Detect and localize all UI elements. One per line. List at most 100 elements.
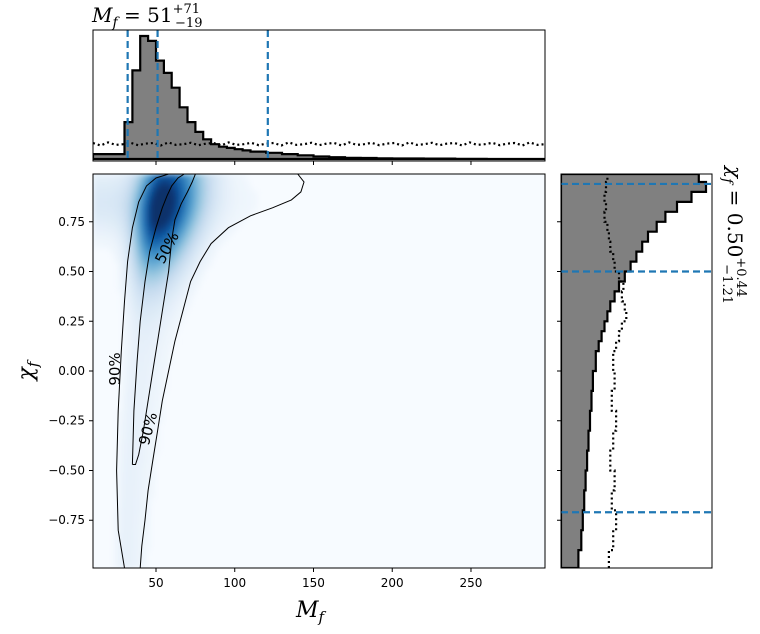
density-cell [199,261,205,267]
density-cell [150,222,156,228]
density-cell [150,419,156,425]
density-cell [179,217,184,223]
density-cell [232,182,238,188]
density-cell [117,279,123,285]
density-cell [105,239,111,245]
density-cell [146,270,152,276]
density-cell [203,191,209,197]
density-cell [121,327,127,333]
density-cell [240,191,246,197]
density-cell [232,226,238,232]
density-cell [150,204,156,210]
density-cell [162,335,168,341]
density-cell [129,349,135,355]
density-cell [150,230,156,236]
density-cell [232,217,238,223]
density-cell [93,230,98,236]
density-cell [121,550,127,556]
density-cell [125,388,131,394]
density-cell [171,305,176,311]
density-cell [154,244,160,250]
density-cell [187,222,193,228]
density-cell [171,257,176,263]
density-cell [236,178,242,184]
density-cell [146,511,152,517]
density-cell [134,541,139,547]
density-cell [195,239,201,245]
density-cell [121,248,127,254]
density-cell [134,335,139,341]
density-cell [166,239,172,245]
density-cell [138,406,143,411]
density-cell [216,235,221,241]
density-cell [171,213,176,219]
density-cell [150,261,156,267]
density-cell [183,217,189,223]
density-cell [109,182,115,188]
density-cell [121,384,127,390]
density-cell [179,244,184,250]
density-cell [199,174,205,179]
density-cell [228,195,234,201]
density-cell [199,187,205,193]
density-cell [101,178,106,184]
density-cell [162,357,168,363]
density-cell [138,178,143,184]
density-cell [154,174,160,179]
density-cell [134,432,139,438]
density-cell [121,515,127,521]
density-cell [142,235,148,241]
density-cell [158,340,164,346]
density-cell [154,349,160,355]
density-cell [142,257,148,263]
density-cell [158,257,164,263]
density-cell [142,340,148,346]
density-cell [208,257,213,263]
density-cell [134,410,139,416]
density-cell [220,200,226,206]
density-cell [117,541,123,547]
density-cell [199,230,205,236]
density-cell [191,279,197,285]
density-cell [191,195,197,201]
density-cell [154,366,160,372]
density-cell [117,423,123,429]
density-cell [146,414,152,420]
density-cell [146,423,152,429]
density-cell [158,300,164,306]
density-cell [171,279,176,285]
density-cell [171,292,176,298]
density-cell [129,384,135,390]
density-cell [187,187,193,193]
density-cell [121,480,127,486]
density-cell [121,541,127,547]
density-cell [166,270,172,276]
density-cell [199,222,205,228]
density-cell [125,174,131,179]
density-cell [154,401,160,407]
density-cell [175,204,180,210]
density-cell [150,449,156,455]
density-cell [154,279,160,285]
density-cell [101,235,106,241]
density-cell [101,204,106,210]
density-cell [154,274,160,280]
density-cell [125,204,131,210]
density-cell [129,287,135,293]
density-cell [166,248,172,254]
density-cell [121,314,127,320]
density-cell [249,204,254,210]
density-cell [134,270,139,276]
density-cell [138,366,143,372]
density-cell [125,506,131,512]
density-cell [154,384,160,390]
x-axis-label: Mf [295,598,327,626]
density-cell [146,489,152,495]
density-cell [183,200,189,206]
density-cell [121,397,127,403]
density-cell [134,484,139,490]
density-cell [129,519,135,525]
top-panel-frame [92,29,546,162]
density-cell [158,213,164,219]
density-heatmap [93,174,258,568]
